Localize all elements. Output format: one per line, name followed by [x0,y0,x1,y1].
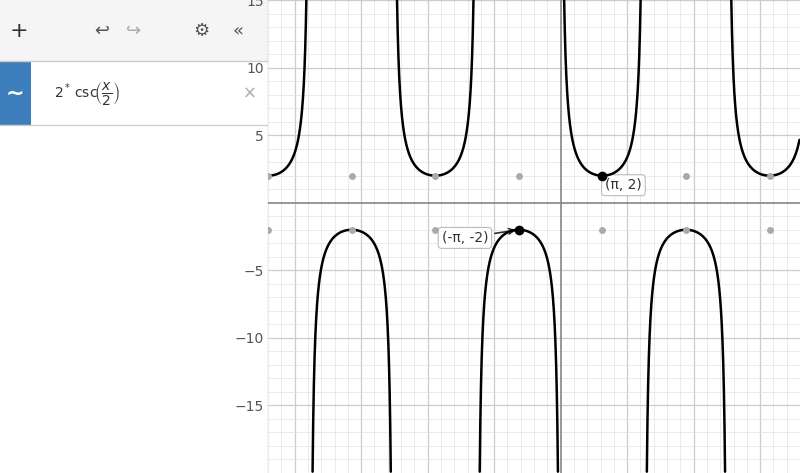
Text: ×: × [242,84,256,103]
Text: (-π, -2): (-π, -2) [442,228,514,245]
Text: ↪: ↪ [126,22,142,40]
FancyBboxPatch shape [0,61,31,125]
Text: (π, 2): (π, 2) [605,178,642,192]
Text: ↩: ↩ [94,22,110,40]
Text: +: + [10,21,28,41]
FancyBboxPatch shape [0,0,268,61]
Text: ∼: ∼ [6,83,25,104]
Text: ⚙: ⚙ [193,22,209,40]
Text: $2^*\,\mathrm{csc}\!\left(\dfrac{x}{2}\right)$: $2^*\,\mathrm{csc}\!\left(\dfrac{x}{2}\r… [54,80,119,107]
FancyBboxPatch shape [31,61,268,125]
Text: «: « [233,22,244,40]
